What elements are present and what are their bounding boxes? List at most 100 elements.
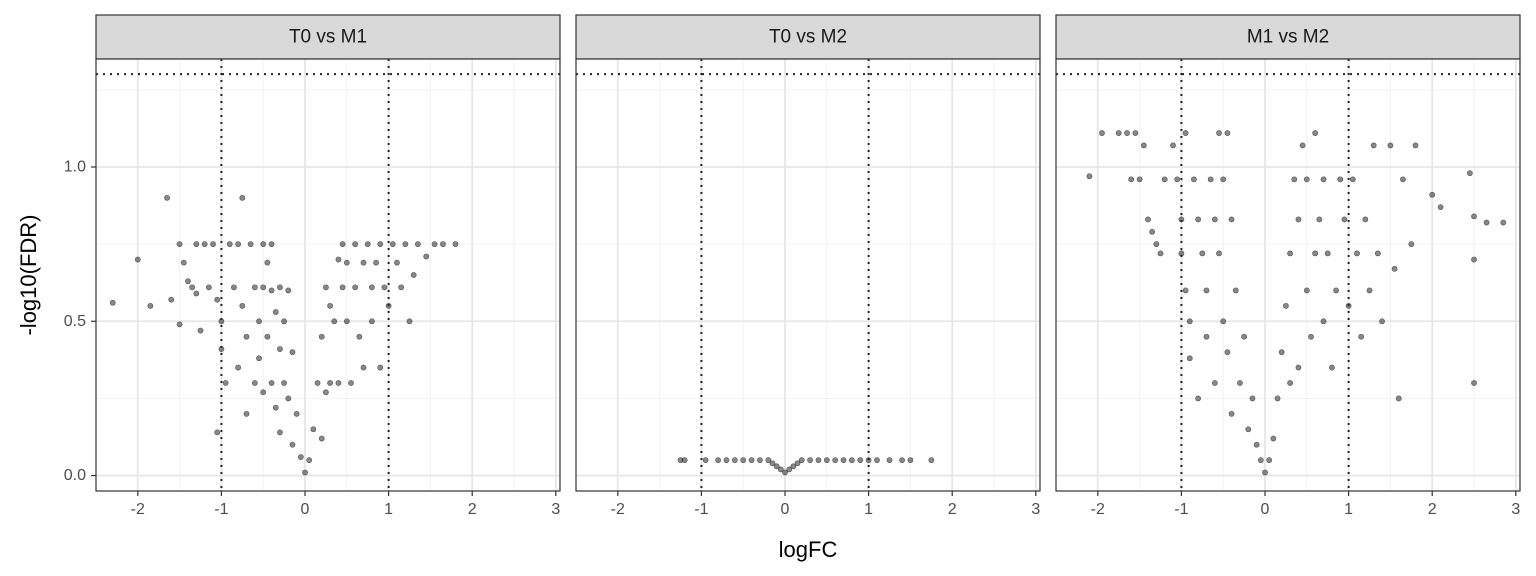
data-point [1387,142,1394,149]
data-point [1170,142,1176,149]
data-point [176,241,183,248]
data-point [1249,395,1256,402]
data-point [1211,216,1218,223]
data-point [1471,256,1477,263]
data-point [1466,170,1473,177]
data-point [1500,219,1507,226]
panel-3-points [1086,130,1507,476]
data-point [402,241,409,248]
data-point [1354,250,1360,257]
data-point [1228,216,1235,223]
panel-1-x-ticks: -2 -1 0 1 2 3 [131,491,560,518]
data-point [226,241,233,248]
data-point [285,287,292,294]
data-point [1287,380,1293,386]
data-point [201,241,208,248]
data-point [360,364,367,371]
x-tick-label: 1 [864,501,873,518]
data-point [1341,216,1348,223]
data-point [323,284,329,291]
data-point [832,457,839,464]
data-point [235,364,242,371]
data-point [1308,333,1314,340]
data-point [164,194,170,201]
data-point [748,457,755,464]
data-point [327,380,333,386]
data-point [356,333,363,340]
panel-3-x-ticks: -2 -1 0 1 2 3 [1091,491,1520,518]
data-point [1136,176,1143,183]
data-point [243,333,250,340]
data-point [777,466,784,473]
data-point [1145,216,1151,223]
data-point [302,469,308,476]
data-point [1316,216,1323,223]
data-point [798,457,805,464]
panel-2-gridlines [576,59,1040,491]
data-point [1257,457,1264,464]
data-point [1266,457,1273,464]
panel-3-gridlines [1056,59,1520,491]
data-point [1161,176,1168,183]
y-axis-ticks: 0.0 0.5 1.0 [64,159,96,484]
x-tick-label: 1 [1344,501,1353,518]
x-tick-label: 2 [1428,501,1437,518]
data-point [239,194,246,201]
data-point [1132,130,1139,136]
data-point [293,410,300,417]
data-point [364,241,371,248]
data-point [823,457,830,464]
data-point [197,327,204,334]
data-point [1216,250,1222,257]
data-point [343,318,350,325]
data-point [1370,142,1377,149]
data-point [168,296,175,303]
data-point [1220,176,1227,183]
data-point [306,457,313,464]
data-point [1199,250,1206,257]
data-point [1270,435,1277,442]
data-point [1224,349,1231,356]
data-point [1395,395,1402,402]
data-point [1391,265,1398,272]
data-point [1207,176,1214,183]
data-point [681,457,688,464]
data-point [385,302,392,309]
data-point [1345,302,1352,309]
y-axis-title: -log10(FDR) [16,214,41,335]
data-point [723,457,730,464]
data-point [218,346,225,352]
data-point [1429,191,1436,198]
data-point [318,333,325,340]
data-point [205,284,212,291]
data-point [256,318,262,325]
data-point [1186,355,1193,362]
data-point [1349,176,1356,183]
data-point [323,389,329,396]
data-point [410,272,417,278]
data-point [423,253,430,260]
y-tick-label: 0.5 [64,313,86,330]
data-point [352,284,359,291]
panel-1-title: T0 vs M1 [289,27,367,48]
data-point [256,355,262,362]
panel-t0-vs-m1: T0 vs M1 -2 -1 0 1 2 3 [95,14,561,518]
panel-3-reference-lines [1056,59,1520,491]
data-point [886,457,893,464]
data-point [1099,130,1105,136]
data-point [874,457,880,464]
data-point [214,429,221,436]
data-point [1195,216,1202,223]
data-point [452,241,459,248]
data-point [1262,469,1268,476]
data-point [260,241,267,248]
data-point [899,457,905,464]
x-tick-label: 1 [384,501,393,518]
data-point [264,259,271,266]
x-tick-label: 0 [781,501,790,518]
data-point [1324,250,1331,257]
data-point [907,457,914,464]
data-point [277,346,283,352]
data-point [1174,176,1181,183]
data-point [740,457,747,464]
